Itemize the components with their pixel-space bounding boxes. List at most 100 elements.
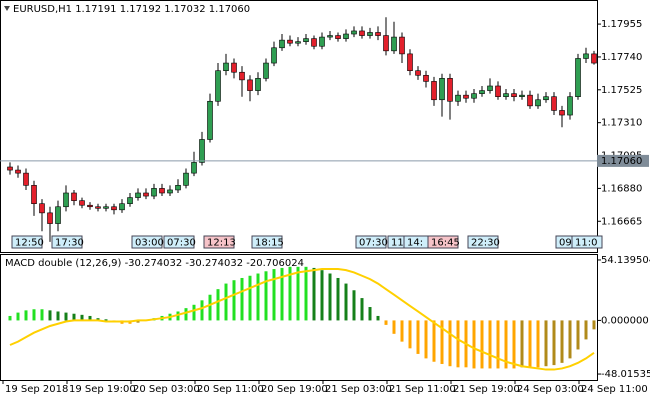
candle-body bbox=[511, 93, 517, 97]
candle-body bbox=[199, 139, 205, 163]
session-marker-label: 11:0 bbox=[575, 238, 597, 249]
candle-body bbox=[247, 79, 253, 91]
histogram-bar bbox=[448, 320, 452, 367]
candle-body bbox=[471, 93, 477, 99]
candle-body bbox=[383, 35, 389, 52]
session-marker-label: 09: bbox=[559, 238, 575, 249]
candle-body bbox=[583, 53, 589, 59]
histogram-bar bbox=[528, 320, 532, 368]
candle-body bbox=[503, 93, 509, 97]
candle-body bbox=[63, 192, 69, 208]
histogram-bar bbox=[456, 320, 460, 368]
histogram-bar bbox=[440, 320, 444, 364]
y-tick-label: 1.17740 bbox=[601, 52, 642, 63]
candle-body bbox=[319, 36, 325, 47]
candle-body bbox=[87, 204, 93, 208]
histogram-bar bbox=[472, 320, 476, 369]
candle-body bbox=[215, 70, 221, 102]
histogram-bar bbox=[488, 320, 492, 369]
candle-body bbox=[175, 185, 181, 191]
histogram-bar bbox=[392, 320, 396, 334]
histogram-bar bbox=[320, 270, 324, 321]
histogram-bar bbox=[64, 312, 68, 321]
histogram-bar bbox=[304, 266, 308, 321]
session-marker-label: 03:00 bbox=[135, 238, 164, 249]
candle-body bbox=[495, 85, 501, 97]
x-tick-label: 20 Sep 11:00 bbox=[197, 384, 264, 395]
histogram-bar bbox=[400, 320, 404, 342]
histogram-bar bbox=[376, 315, 380, 321]
candle-body bbox=[111, 206, 117, 211]
x-tick-label: 21 Sep 03:00 bbox=[325, 384, 392, 395]
session-marker-box bbox=[11, 235, 43, 249]
histogram-bar bbox=[264, 271, 268, 321]
candle-body bbox=[423, 74, 429, 82]
histogram-bar bbox=[312, 267, 316, 321]
candle-body bbox=[39, 203, 45, 214]
collapse-icon bbox=[4, 6, 10, 11]
candle-body bbox=[231, 62, 237, 73]
histogram-bar bbox=[248, 275, 252, 321]
histogram-bar bbox=[552, 320, 556, 366]
y-tick-label: 0.000000 bbox=[601, 315, 649, 326]
candle-body bbox=[159, 188, 165, 194]
candle-body bbox=[31, 185, 37, 204]
y-tick-label: 1.17525 bbox=[601, 85, 642, 96]
histogram-bar bbox=[568, 320, 572, 359]
session-marker-label: 16:45 bbox=[431, 238, 460, 249]
histogram-bar bbox=[408, 320, 412, 349]
candle-body bbox=[543, 96, 549, 101]
candle-body bbox=[463, 94, 469, 99]
candle-body bbox=[311, 38, 317, 47]
session-marker-box bbox=[51, 235, 83, 249]
histogram-bar bbox=[496, 320, 500, 369]
price-title: EURUSD,H1 1.17191 1.17192 1.17032 1.1706… bbox=[13, 4, 250, 15]
candle-body bbox=[479, 90, 485, 94]
session-marker-box bbox=[203, 235, 235, 249]
histogram-bar bbox=[56, 311, 60, 321]
histogram-bar bbox=[584, 320, 588, 340]
candle-body bbox=[71, 192, 77, 201]
candle-body bbox=[303, 38, 309, 42]
histogram-bar bbox=[336, 277, 340, 321]
histogram-bar bbox=[360, 298, 364, 321]
session-marker-label: 18:15 bbox=[255, 238, 284, 249]
histogram-bar bbox=[200, 300, 204, 321]
histogram-bar bbox=[576, 320, 580, 350]
candle-body bbox=[551, 96, 557, 111]
histogram-bar bbox=[416, 320, 420, 354]
histogram-bar bbox=[288, 266, 292, 321]
candle-body bbox=[255, 78, 261, 91]
histogram-bar bbox=[232, 280, 236, 321]
histogram-bar bbox=[296, 266, 300, 321]
candle-body bbox=[567, 96, 573, 116]
histogram-bar bbox=[544, 320, 548, 367]
candle-body bbox=[327, 35, 333, 38]
session-marker-label: 14: bbox=[407, 238, 423, 249]
histogram-bar bbox=[272, 269, 276, 321]
x-tick-label: 19 Sep 19:00 bbox=[69, 384, 136, 395]
y-tick-label: 1.16665 bbox=[601, 216, 642, 227]
candle-body bbox=[263, 62, 269, 79]
y-tick-label: 1.16880 bbox=[601, 183, 642, 194]
candle-body bbox=[351, 30, 357, 35]
candle-body bbox=[335, 35, 341, 39]
signal-line bbox=[9, 268, 595, 371]
session-marker-label: 22:30 bbox=[471, 238, 500, 249]
macd-panel bbox=[0, 254, 598, 381]
x-tick-label: 24 Sep 03:00 bbox=[517, 384, 584, 395]
candle-body bbox=[223, 62, 229, 72]
session-marker-box bbox=[571, 235, 603, 249]
histogram-bar bbox=[368, 307, 372, 321]
session-marker-label: 12:13 bbox=[207, 238, 236, 249]
candle-body bbox=[135, 192, 141, 198]
session-marker-label: 07:30 bbox=[167, 238, 196, 249]
session-marker-box bbox=[163, 235, 195, 249]
histogram-bar bbox=[512, 320, 516, 369]
histogram-bar bbox=[192, 304, 196, 321]
candle-body bbox=[559, 110, 565, 116]
candle-body bbox=[47, 212, 53, 224]
histogram-bar bbox=[208, 294, 212, 321]
histogram-bar bbox=[480, 320, 484, 369]
